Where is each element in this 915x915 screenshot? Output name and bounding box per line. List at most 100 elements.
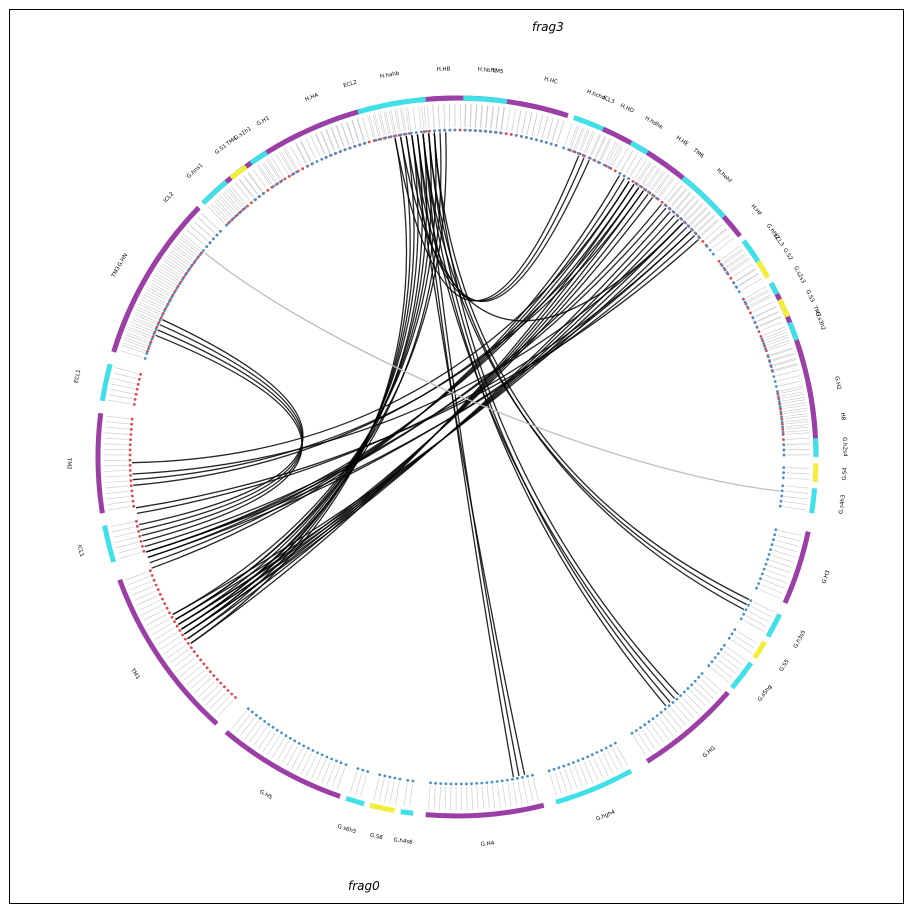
- segment-label: G.s3h2: [814, 311, 826, 331]
- segment-label: G.s5hg: [757, 684, 774, 703]
- segment-arc-tm2: [95, 412, 105, 514]
- segment-label: ECL2: [343, 80, 358, 90]
- contact-curve: [149, 178, 625, 564]
- segment-arc-g-s5: [752, 640, 767, 660]
- segment-arc-g-s2: [756, 260, 771, 279]
- contact-curve: [132, 190, 644, 481]
- contact-curves: [131, 132, 781, 778]
- segment-arcs: [95, 95, 819, 819]
- segment-label: H.HD: [619, 103, 634, 115]
- contact-curve: [394, 137, 580, 302]
- segment-label: H.HC: [543, 76, 558, 85]
- contact-curve: [178, 218, 680, 625]
- segment-arc-h-hahb: [363, 96, 426, 113]
- contact-curve: [422, 133, 667, 707]
- residue-ticks: [103, 103, 811, 811]
- segment-label: TM1: [129, 667, 141, 681]
- segment-label: G.S6: [369, 833, 383, 842]
- contact-curve: [131, 181, 630, 464]
- segment-arc-h-ha: [287, 109, 359, 143]
- segment-arc-g-s1h1: [249, 150, 269, 165]
- segment-arc-g-h4s6: [400, 809, 414, 816]
- segment-arc-g-hgh4: [555, 768, 633, 805]
- segment-label: H.hdhe: [644, 116, 664, 131]
- segment-arc-h-he: [651, 153, 680, 177]
- contact-curve: [190, 137, 408, 644]
- segment-arc-h-hdhe: [629, 140, 649, 155]
- segment-arc-g-h4: [425, 802, 545, 819]
- contact-curve: [422, 133, 520, 777]
- segment-label: G.S2: [781, 247, 793, 261]
- segment-arc-g-s5hg: [730, 661, 754, 690]
- segment-arc-h-hb: [431, 95, 458, 102]
- segment-label: G.s2s3: [792, 265, 806, 285]
- segment-label: G.S4: [842, 467, 849, 481]
- residue-dots: [128, 128, 786, 786]
- segment-label: G.S3: [804, 289, 815, 304]
- segment-labels: H8TM7ECL3TM6ICL3TM5ECL2TM4ICL2TM3ECL1TM2…: [65, 66, 848, 847]
- fragment-label-frag3: frag3: [532, 20, 564, 34]
- segment-label: G.S5: [779, 658, 791, 673]
- segment-arc-g-h5: [224, 730, 341, 799]
- segment-label: G.hfs2: [765, 223, 780, 241]
- segment-label: ECL1: [74, 369, 83, 384]
- figure-frame: [9, 9, 904, 904]
- segment-label: TM3: [111, 265, 123, 279]
- contact-curve: [138, 319, 304, 526]
- segment-label: H.HA: [304, 92, 319, 103]
- segment-label: G.H1: [256, 115, 271, 127]
- segment-label: G.h3s5: [793, 629, 808, 649]
- segment-arc-h-hbhc: [463, 95, 508, 104]
- segment-arc-g-s1: [229, 164, 248, 180]
- contact-curve: [411, 135, 590, 303]
- segment-label: ICL1: [76, 544, 85, 557]
- segment-arc-g-hn: [111, 205, 201, 353]
- segment-arc-g-hg: [645, 690, 730, 764]
- segment-label: G.H2: [833, 376, 841, 391]
- segment-label: G.H3: [822, 569, 832, 584]
- contact-curve: [416, 134, 675, 699]
- segment-label: H.hehf: [715, 168, 733, 186]
- segment-arc-g-s3h2: [787, 321, 799, 341]
- contact-curve-weak: [203, 251, 781, 492]
- segment-label: G.s4h3: [838, 494, 846, 514]
- segment-arc-g-h1: [270, 140, 285, 152]
- contact-curve: [151, 175, 621, 569]
- segment-arc-g-h3s5: [765, 613, 782, 638]
- segment-label: ICL3: [602, 95, 616, 105]
- contact-curve: [184, 135, 415, 635]
- contact-curve: [433, 132, 750, 601]
- segment-arc-tm6: [618, 134, 734, 228]
- segment-label: G.H5: [258, 789, 273, 801]
- segment-arc-g-s6h5: [345, 796, 365, 807]
- segment-label: G.HG: [702, 745, 717, 759]
- segment-label: TM6: [691, 147, 705, 160]
- segment-arc-g-s4: [812, 463, 819, 483]
- contact-curve: [399, 136, 684, 322]
- contact-curve: [416, 134, 515, 778]
- segment-label: G.s1h1: [233, 126, 252, 142]
- segment-arc-g-h3: [782, 531, 811, 605]
- segment-label: TM2: [65, 457, 71, 470]
- segment-label: ICL2: [163, 191, 176, 204]
- contact-curve: [135, 239, 699, 509]
- segment-arc-g-s4h3: [809, 488, 818, 514]
- fragment-label-frag0: frag0: [348, 879, 380, 893]
- contact-curve: [136, 230, 692, 515]
- contact-curve: [132, 222, 684, 475]
- contact-curve: [147, 181, 630, 559]
- segment-label: H.HB: [437, 66, 451, 72]
- segment-arc-h-hc: [518, 101, 569, 118]
- segment-label: H.hbhc: [478, 67, 498, 74]
- segment-arc-icl1: [102, 525, 117, 563]
- segment-label: TM7: [811, 304, 821, 318]
- segment-label: TM5: [490, 68, 504, 75]
- segment-label: G.H4: [480, 841, 495, 848]
- segment-label: G.h4s6: [393, 837, 414, 846]
- contact-curve: [181, 135, 419, 630]
- segment-arc-tm1: [117, 578, 219, 726]
- segment-arc-g-s6: [369, 802, 396, 813]
- segment-arc-g-s3: [777, 298, 790, 318]
